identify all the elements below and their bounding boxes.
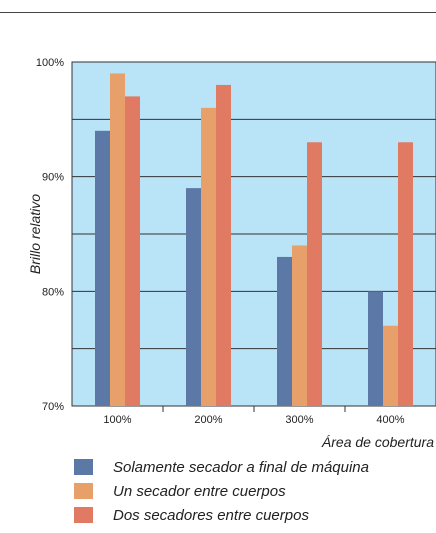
top-rule (0, 12, 436, 13)
y-tick-label: 90% (42, 172, 64, 184)
bar (186, 188, 201, 406)
legend-item: Un secador entre cuerpos (74, 479, 369, 503)
legend-swatch (74, 483, 93, 499)
bar (110, 73, 125, 406)
bar (277, 256, 292, 406)
legend-item: Solamente secador a final de máquina (74, 455, 369, 479)
x-tick-label: 100% (103, 414, 131, 426)
bar (216, 84, 231, 406)
x-tick-label: 300% (285, 414, 313, 426)
legend-label: Solamente secador a final de máquina (113, 458, 369, 476)
bar (292, 245, 307, 406)
bar (125, 96, 140, 407)
bar (95, 130, 110, 407)
y-axis-title: Brillo relativo (27, 194, 43, 274)
y-tick-label: 80% (42, 286, 64, 298)
y-tick-label: 70% (42, 401, 64, 413)
bar (383, 325, 398, 406)
x-tick-label: 200% (194, 414, 222, 426)
legend-label: Dos secadores entre cuerpos (113, 506, 309, 524)
x-axis-title: Área de cobertura (321, 434, 434, 450)
bar (307, 142, 322, 406)
legend-label: Un secador entre cuerpos (113, 482, 286, 500)
bar (201, 107, 216, 406)
y-axis-ticks: 70% 80% 90% 100% (36, 57, 64, 413)
bars (95, 73, 413, 407)
x-axis-ticks: 100% 200% 300% 400% (103, 406, 405, 426)
legend-swatch (74, 507, 93, 523)
bar (398, 142, 413, 406)
y-tick-label: 100% (36, 57, 64, 69)
legend-swatch (74, 459, 93, 475)
legend-item: Dos secadores entre cuerpos (74, 503, 369, 527)
bar (368, 291, 383, 406)
legend: Solamente secador a final de máquina Un … (74, 455, 369, 527)
x-tick-label: 400% (376, 414, 404, 426)
